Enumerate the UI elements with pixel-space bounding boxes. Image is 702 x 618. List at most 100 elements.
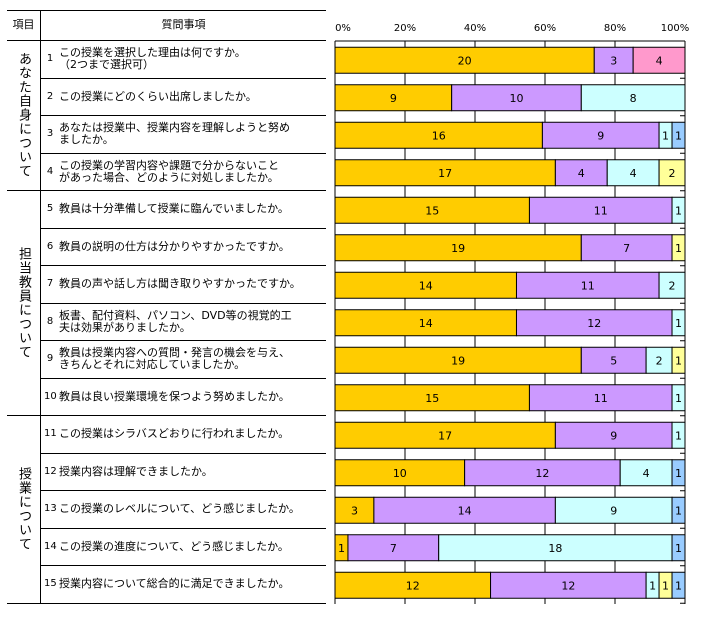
x-tick-label: 40% — [464, 23, 486, 34]
bar-value-label: 4 — [643, 467, 650, 480]
bar-value-label: 11 — [581, 279, 595, 292]
bar-segment-orange — [334, 346, 582, 374]
question-number: 8 — [46, 315, 54, 327]
x-tick-label: 80% — [604, 23, 626, 34]
question-text: 授業内容について総合的に満足できましたか。 — [59, 577, 290, 590]
bar-value-label: 1 — [675, 467, 682, 480]
bar-segment-yellow — [671, 234, 686, 262]
bar-value-label: 1 — [675, 579, 682, 592]
bar-value-label: 17 — [438, 429, 452, 442]
question-text: 授業内容は理解できましたか。 — [59, 464, 213, 478]
bar-value-label: 2 — [669, 279, 676, 292]
bar-value-label: 1 — [675, 317, 682, 330]
question-number: 4 — [46, 165, 54, 177]
bar-value-label: 8 — [630, 92, 637, 105]
bar-value-label: 18 — [548, 542, 562, 555]
question-number: 13 — [44, 503, 57, 514]
bar-value-label: 1 — [662, 129, 669, 142]
group-label-text: あなた自身について — [16, 52, 31, 178]
bar-segment-orange — [334, 159, 556, 187]
bar-value-label: 2 — [656, 354, 663, 367]
question-number: 15 — [44, 578, 57, 589]
group-label-text: 担当教員について — [16, 246, 31, 359]
bar-value-label: 2 — [669, 167, 676, 180]
question-row: 1 この授業を選択した理由は何ですか。 （2つまで選択可） — [44, 41, 326, 78]
x-tick-label: 100% — [661, 23, 690, 34]
question-row: 9 教員は授業内容への質問・発言の機会を与え、 きちんとそれに対応していましたか。 — [44, 341, 326, 378]
question-row: 3 あなたは授業中、授業内容を理解しようと努め ましたか。 — [44, 116, 326, 153]
bar-segment-purple — [593, 46, 634, 74]
table-top-border — [7, 10, 326, 11]
bar-value-label: 1 — [675, 392, 682, 405]
question-number: 1 — [46, 53, 54, 64]
bar-segment-cyan — [645, 346, 673, 374]
bar-value-label: 9 — [597, 129, 604, 142]
column-divider — [40, 10, 41, 603]
bar-value-label: 3 — [610, 54, 617, 67]
bar-value-label: 1 — [649, 579, 656, 592]
bar-value-label: 19 — [451, 242, 465, 255]
question-row: 10 教員は良い授業環境を保つよう努めましたか。 — [44, 378, 326, 415]
group-label: あなた自身について — [7, 40, 40, 190]
bar-value-label: 12 — [587, 317, 601, 330]
row-border — [40, 228, 326, 229]
question-number: 5 — [46, 203, 54, 214]
row-border — [40, 265, 326, 266]
question-number: 7 — [46, 278, 54, 289]
row-border — [40, 453, 326, 454]
row-border — [40, 528, 326, 529]
bar-segment-orange — [334, 309, 517, 337]
bar-value-label: 4 — [656, 54, 663, 67]
bar-segment-purple — [464, 459, 621, 487]
bar-value-label: 15 — [425, 204, 439, 217]
bar-value-label: 1 — [675, 242, 682, 255]
question-number: 6 — [46, 240, 54, 252]
question-text: 教員は良い授業環境を保つよう努めましたか。 — [59, 389, 290, 403]
group-label: 担当教員について — [7, 190, 40, 415]
question-row: 13 この授業のレベルについて、どう感じましたか。 — [44, 491, 326, 528]
bar-segment-cyan — [438, 534, 673, 562]
bar-segment-orange — [334, 234, 582, 262]
bar-segment-purple — [580, 346, 647, 374]
bar-segment-purple — [490, 571, 647, 599]
question-row: 2 この授業にどのくらい出席しましたか。 — [44, 78, 326, 115]
bar-value-label: 1 — [675, 504, 682, 517]
bar-segment-purple — [541, 121, 660, 149]
question-row: 7 教員の声や話し方は聞き取りやすかったですか。 — [44, 266, 326, 303]
question-row: 14 この授業の進度について、どう感じましたか。 — [44, 528, 326, 565]
bar-segment-blue — [671, 496, 686, 524]
question-row: 5 教員は十分準備して授業に臨んでいましたか。 — [44, 191, 326, 228]
bar-value-label: 4 — [630, 167, 637, 180]
header-bottom-border — [7, 40, 326, 41]
question-text: この授業を選択した理由は何ですか。 （2つまで選択可） — [59, 46, 246, 71]
question-row: 6 教員の説明の仕方は分かりやすかったですか。 — [44, 228, 326, 265]
bar-segment-purple — [528, 196, 673, 224]
bar-value-label: 11 — [594, 392, 608, 405]
x-tick-label: 20% — [394, 23, 416, 34]
bar-value-label: 7 — [623, 242, 630, 255]
bar-value-label: 1 — [675, 429, 682, 442]
bar-segment-cyan — [658, 271, 686, 299]
group-label: 授業について — [7, 415, 40, 603]
question-text: この授業にどのくらい出席しましたか。 — [59, 89, 257, 103]
bar-segment-purple — [515, 271, 660, 299]
question-text: 教員は授業内容への質問・発言の機会を与え、 きちんとそれに対応していましたか。 — [59, 346, 290, 371]
bar-segment-blue — [671, 121, 686, 149]
bar-value-label: 12 — [406, 579, 420, 592]
bar-segment-orange — [334, 121, 543, 149]
bar-value-label: 16 — [432, 129, 446, 142]
bar-segment-yellow — [671, 346, 686, 374]
bar-value-label: 9 — [610, 429, 617, 442]
row-border — [7, 190, 326, 191]
bar-value-label: 10 — [509, 92, 523, 105]
row-border — [40, 303, 326, 304]
bar-value-label: 1 — [662, 579, 669, 592]
bar-value-label: 1 — [675, 129, 682, 142]
bar-segment-purple — [451, 84, 582, 112]
bar-value-label: 15 — [425, 392, 439, 405]
bar-segment-blue — [671, 534, 686, 562]
bar-segment-cyan — [671, 196, 686, 224]
bar-segment-cyan — [671, 309, 686, 337]
bar-value-label: 1 — [675, 204, 682, 217]
